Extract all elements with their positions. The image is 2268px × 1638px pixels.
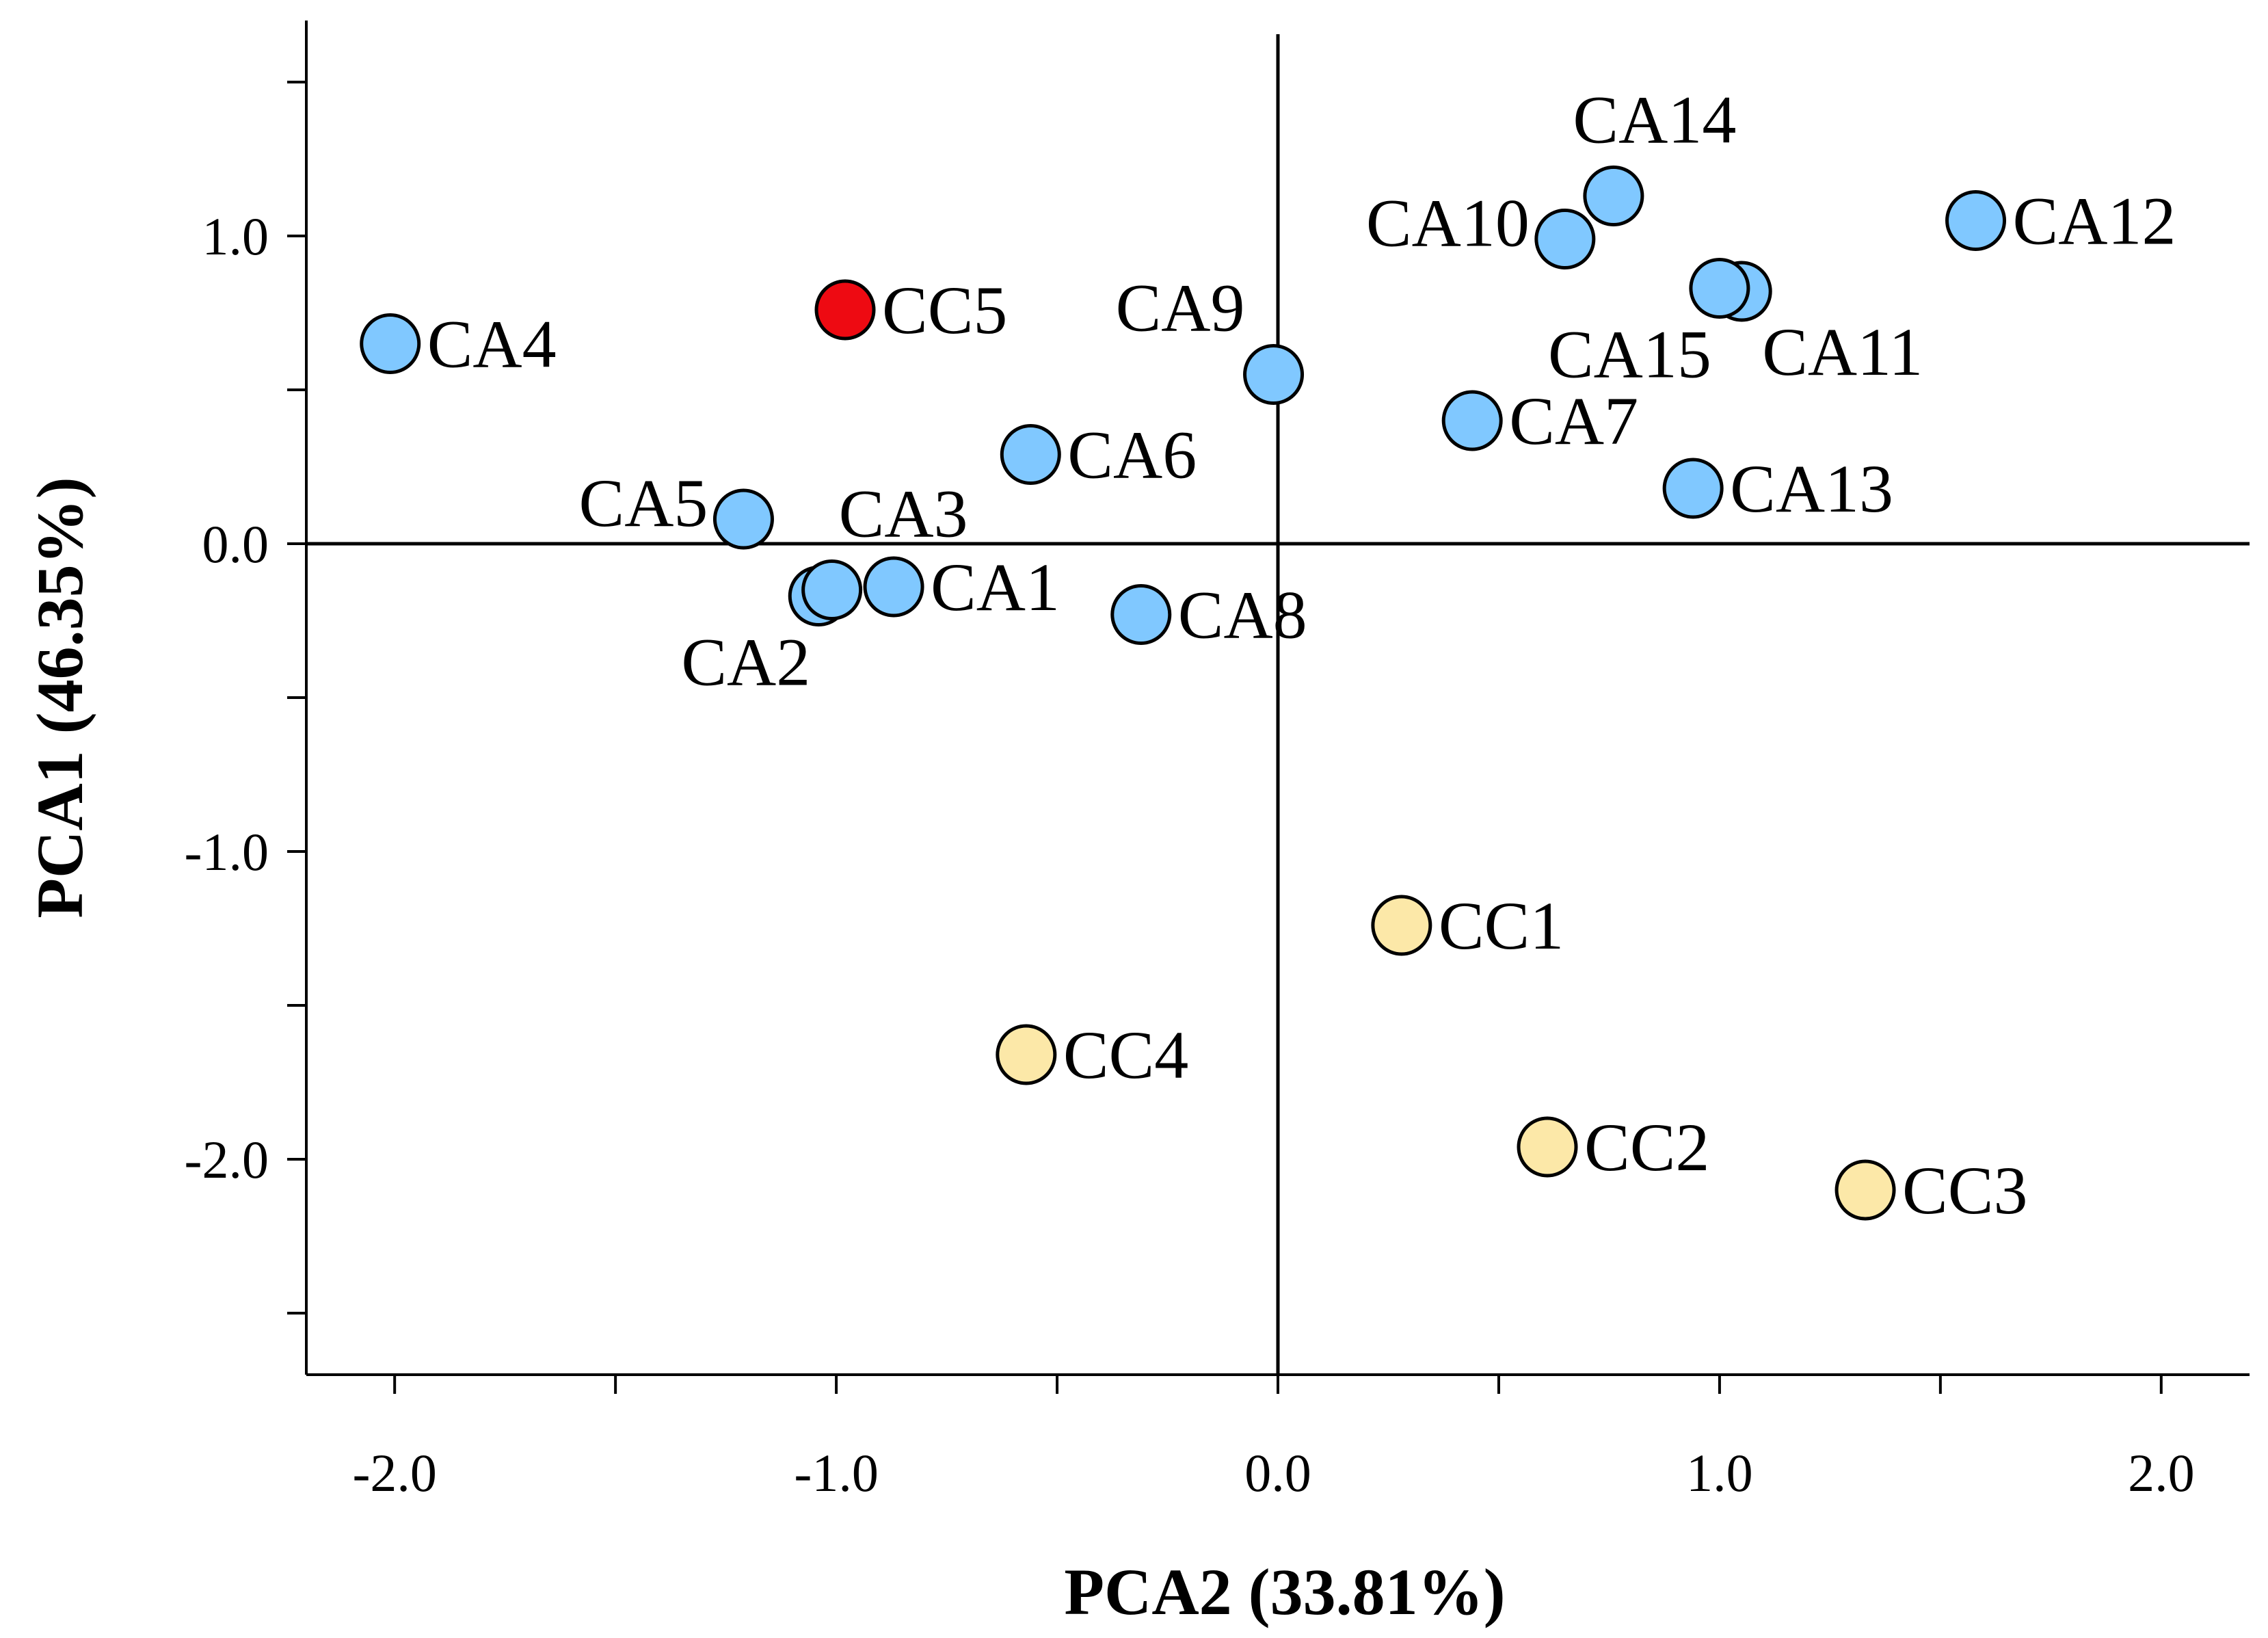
point-ca7	[1441, 390, 1503, 451]
point-cc3	[1835, 1159, 1896, 1221]
point-label-ca10: CA10	[1366, 185, 1530, 261]
point-label-ca2: CA2	[681, 624, 810, 700]
point-ca12	[1945, 190, 2007, 251]
point-label-ca4: CA4	[427, 306, 557, 382]
y-tick-label: -1.0	[185, 822, 269, 882]
x-tick-label: 0.0	[1244, 1443, 1311, 1503]
x-tick-label: 2.0	[2128, 1443, 2195, 1503]
point-label-ca15: CA15	[1548, 317, 1711, 393]
point-ca10	[1534, 209, 1596, 269]
point-cc1	[1371, 895, 1432, 956]
point-label-ca5: CA5	[579, 465, 708, 541]
axes-layer: -2.0 -1.0 0.0 1.0 2.0 -2.0 -1.0 0.0 1.0	[185, 21, 2250, 1503]
point-cc2	[1517, 1116, 1578, 1178]
point-label-ca3: CA3	[839, 476, 968, 552]
y-tick-label: 1.0	[202, 207, 269, 266]
point-labels-layer: CA1 CA2 CA3 CA4 CA5 CA6 CA7 CA8 CA9 CA10 CA11 CA12 C…	[427, 82, 2176, 1229]
point-ca13	[1662, 458, 1724, 519]
y-tick-label: 0.0	[202, 514, 269, 574]
point-ca6	[1000, 424, 1061, 485]
point-label-cc2: CC2	[1584, 1109, 1709, 1185]
point-cc4	[996, 1024, 1057, 1085]
y-tick-label: -2.0	[185, 1130, 269, 1189]
point-ca3	[801, 559, 863, 620]
point-label-ca14: CA14	[1573, 82, 1736, 158]
x-tick-label: -2.0	[352, 1443, 436, 1503]
reference-lines	[306, 34, 2250, 1375]
point-label-cc1: CC1	[1439, 888, 1564, 964]
point-label-ca7: CA7	[1509, 383, 1638, 459]
point-ca9	[1243, 344, 1305, 405]
points-layer	[360, 166, 2007, 1221]
point-ca5	[712, 488, 774, 550]
point-label-ca8: CA8	[1178, 577, 1307, 653]
point-label-ca13: CA13	[1730, 451, 1893, 527]
point-label-cc4: CC4	[1063, 1017, 1188, 1093]
point-label-ca6: CA6	[1067, 417, 1197, 493]
y-axis-title: PCA1 (46.35%)	[23, 477, 96, 918]
x-tick-label: -1.0	[794, 1443, 878, 1503]
point-label-ca9: CA9	[1116, 270, 1245, 346]
point-ca15	[1689, 258, 1750, 319]
point-ca14	[1583, 166, 1644, 226]
point-label-ca1: CA1	[931, 549, 1060, 625]
point-label-ca12: CA12	[2013, 183, 2176, 259]
x-tick-label: 1.0	[1686, 1443, 1753, 1503]
point-ca1	[863, 556, 924, 618]
point-label-cc3: CC3	[1902, 1152, 2027, 1228]
point-label-cc5: CC5	[882, 272, 1007, 348]
x-axis-title: PCA2 (33.81%)	[1064, 1555, 1505, 1628]
point-ca8	[1110, 584, 1172, 645]
point-ca4	[360, 313, 421, 374]
point-cc5	[814, 279, 876, 341]
point-label-ca11: CA11	[1762, 314, 1923, 390]
